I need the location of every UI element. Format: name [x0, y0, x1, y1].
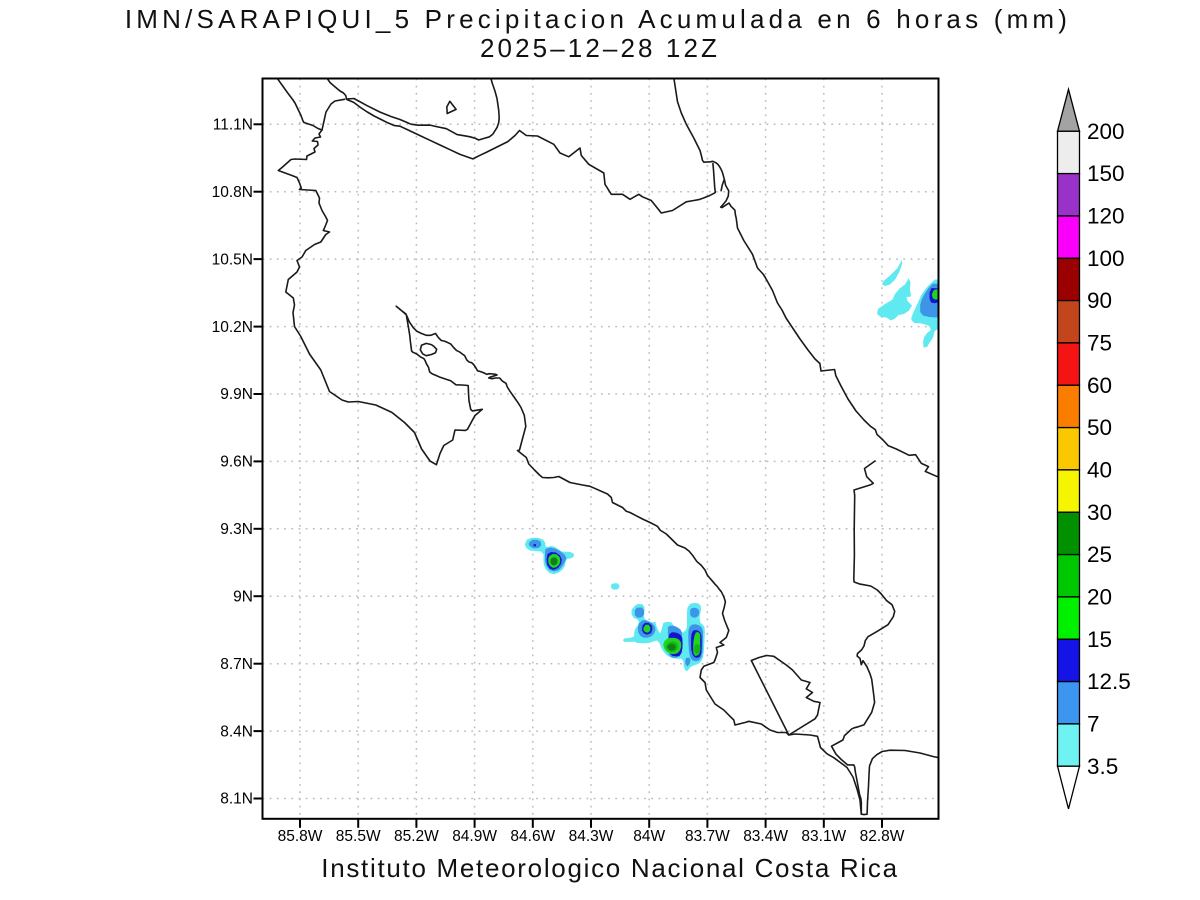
svg-text:25: 25 [1087, 542, 1112, 567]
svg-text:83.7W: 83.7W [685, 828, 730, 845]
svg-text:84.9W: 84.9W [452, 828, 497, 845]
svg-text:10.5N: 10.5N [212, 251, 253, 268]
svg-text:50: 50 [1087, 415, 1112, 440]
svg-text:Instituto Meteorologico Nacion: Instituto Meteorologico Nacional Costa R… [321, 853, 898, 883]
svg-text:150: 150 [1087, 161, 1125, 186]
svg-text:IMN/SARAPIQUI_5 Precipitacion: IMN/SARAPIQUI_5 Precipitacion Acumulada … [125, 4, 1071, 34]
svg-text:9.6N: 9.6N [220, 454, 253, 471]
svg-text:85.2W: 85.2W [394, 828, 439, 845]
svg-text:8.4N: 8.4N [220, 723, 253, 740]
svg-text:9.9N: 9.9N [220, 386, 253, 403]
svg-text:3.5: 3.5 [1087, 754, 1118, 779]
svg-text:7: 7 [1087, 711, 1100, 736]
svg-text:100: 100 [1087, 246, 1125, 271]
svg-text:10.2N: 10.2N [212, 319, 253, 336]
svg-text:83.4W: 83.4W [743, 828, 788, 845]
svg-text:85.8W: 85.8W [278, 828, 323, 845]
svg-text:8.7N: 8.7N [220, 656, 253, 673]
svg-text:9.3N: 9.3N [220, 521, 253, 538]
svg-text:84W: 84W [633, 828, 665, 845]
svg-text:75: 75 [1087, 330, 1112, 355]
svg-text:83.1W: 83.1W [801, 828, 846, 845]
svg-text:84.6W: 84.6W [510, 828, 555, 845]
svg-text:8.1N: 8.1N [220, 791, 253, 808]
svg-text:200: 200 [1087, 119, 1125, 144]
svg-text:120: 120 [1087, 204, 1125, 229]
svg-text:40: 40 [1087, 457, 1112, 482]
svg-text:20: 20 [1087, 584, 1112, 609]
svg-text:85.5W: 85.5W [336, 828, 381, 845]
svg-text:12.5: 12.5 [1087, 669, 1131, 694]
svg-text:60: 60 [1087, 373, 1112, 398]
svg-text:11.1N: 11.1N [213, 117, 253, 134]
svg-text:84.3W: 84.3W [569, 828, 614, 845]
svg-text:30: 30 [1087, 500, 1112, 525]
svg-text:15: 15 [1087, 627, 1112, 652]
svg-text:90: 90 [1087, 288, 1112, 313]
svg-text:2025–12–28 12Z: 2025–12–28 12Z [480, 33, 720, 63]
svg-text:82.8W: 82.8W [860, 828, 905, 845]
svg-text:9N: 9N [233, 588, 253, 605]
svg-text:10.8N: 10.8N [212, 184, 253, 201]
